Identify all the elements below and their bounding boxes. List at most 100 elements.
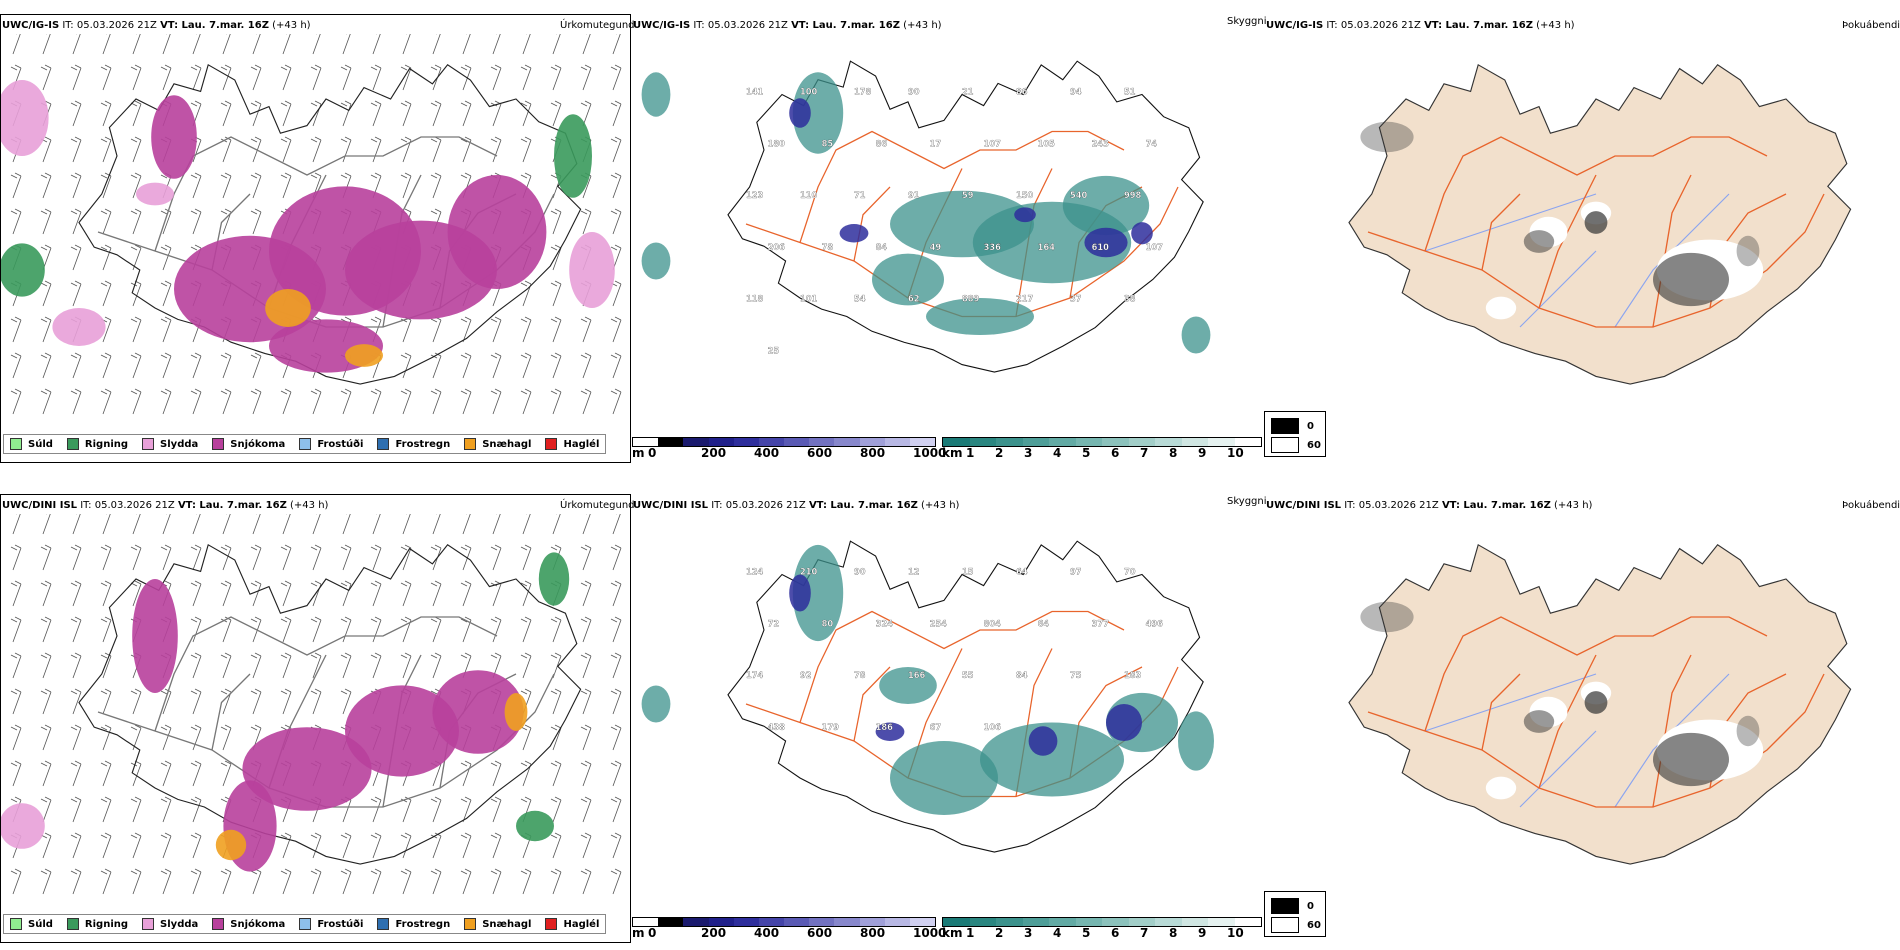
legend-item: Rigning (66, 918, 128, 930)
wind-barb (160, 832, 172, 859)
colorbar-tick-label: 0 (648, 926, 657, 940)
colorbar-tick-label: 8 (1169, 926, 1178, 940)
wind-barb (70, 172, 82, 199)
ceiling-value-label: 610 (1092, 242, 1109, 252)
ceiling-value-label: 86 (1016, 86, 1028, 96)
wind-barb (520, 544, 532, 571)
colorbar-tick-label: 7 (1140, 926, 1149, 940)
model-name: UWC/IG-IS (2, 20, 60, 31)
lead-time: (+43 h) (1554, 500, 1593, 511)
wind-barb (400, 868, 412, 895)
wind-barb (460, 388, 472, 415)
wind-barb (430, 796, 442, 823)
ceiling-value-label: 86 (876, 138, 888, 148)
wind-barb (100, 100, 112, 127)
wind-barb (430, 652, 442, 679)
fog-header: UWC/DINI ISL IT: 05.03.2026 21Z VT: Lau.… (1266, 500, 1592, 511)
wind-barb (250, 352, 262, 379)
wind-barb (100, 688, 112, 715)
colorbar-cell (969, 438, 996, 446)
colorbar-cell (1075, 918, 1102, 926)
wind-barb (132, 514, 141, 535)
ceiling-value-label: 12 (908, 566, 920, 576)
wind-barb (280, 544, 292, 571)
colorbar-tick-label: 800 (860, 926, 886, 940)
wind-barb (550, 652, 562, 679)
legend-label: Snæhagl (482, 438, 532, 450)
precip-area (52, 308, 106, 346)
glacier-area (1485, 296, 1517, 320)
wind-barb (370, 580, 382, 607)
ceiling-value-label: 804 (984, 618, 1001, 628)
wind-barb (340, 688, 352, 715)
precip-area (242, 727, 372, 811)
visibility-area (926, 298, 1034, 335)
visibility-colorbar: km 1 2 3 4 5 6 7 8 9 10 (942, 437, 1262, 467)
wind-barb (102, 34, 111, 55)
wind-barb (490, 796, 502, 823)
lead-time: (+43 h) (903, 20, 942, 31)
ceiling-area (789, 574, 811, 612)
wind-barb (400, 352, 412, 379)
colorbar-cell (633, 918, 659, 926)
wind-barb (190, 388, 202, 415)
visibility-area (980, 722, 1124, 797)
wind-barb (460, 64, 472, 91)
colorbar-cell (683, 438, 709, 446)
ceiling-value-label: 64 (1038, 618, 1050, 628)
ceiling-value-label: 38 (1124, 294, 1136, 304)
ceiling-value-label: 75 (1070, 670, 1082, 680)
wind-barb (190, 544, 202, 571)
wind-barb (580, 832, 592, 859)
visibility-area (1181, 316, 1211, 354)
wind-barb (580, 352, 592, 379)
colorbar-cell (1234, 918, 1261, 926)
colorbar-tick-label: 200 (701, 446, 727, 460)
wind-barb (70, 868, 82, 895)
wind-barb (40, 868, 52, 895)
wind-barb (190, 616, 202, 643)
wind-barb (550, 868, 562, 895)
ceiling-value-label: 889 (962, 294, 979, 304)
wind-barb (610, 316, 622, 343)
ceiling-value-label: 540 (1070, 190, 1087, 200)
wind-barb (100, 652, 112, 679)
wind-barb (220, 100, 232, 127)
legend-swatch (212, 438, 225, 450)
precip-area (132, 579, 178, 693)
colorbar-tick-label: 800 (860, 446, 886, 460)
visibility-colorbar-cells (942, 917, 1262, 927)
colorbar-cell (1102, 918, 1129, 926)
road-line (1367, 193, 1825, 328)
colorbar-cell (784, 438, 810, 446)
wind-barb (130, 100, 142, 127)
wind-barb (520, 616, 532, 643)
ceiling-value-label: 101 (800, 294, 817, 304)
legend-label: Haglél (563, 438, 600, 450)
colorbar-cell (683, 918, 709, 926)
ceiling-value-label: 84 (876, 242, 888, 252)
colorbar-tick-label: 1 (966, 926, 975, 940)
wind-barb (370, 544, 382, 571)
wind-barb (400, 544, 412, 571)
river-line (1424, 673, 1597, 732)
wind-barb (610, 64, 622, 91)
wind-barb (160, 316, 172, 343)
fog-area (1360, 601, 1414, 633)
precip-panel-frame (0, 494, 631, 943)
colorbar-cell (996, 918, 1023, 926)
legend-label: Rigning (84, 438, 129, 450)
wind-barb (402, 34, 411, 55)
wind-barb (580, 796, 592, 823)
wind-barb (100, 136, 112, 163)
fog-map (1348, 63, 1852, 385)
precip-area (554, 114, 592, 198)
fog-area (1523, 710, 1555, 733)
fog-area (1584, 691, 1608, 714)
precip-area (151, 95, 197, 179)
legend-swatch (299, 918, 312, 930)
wind-barb (520, 280, 532, 307)
wind-barb (220, 652, 232, 679)
wind-barb (490, 316, 502, 343)
wind-barb (102, 514, 111, 535)
